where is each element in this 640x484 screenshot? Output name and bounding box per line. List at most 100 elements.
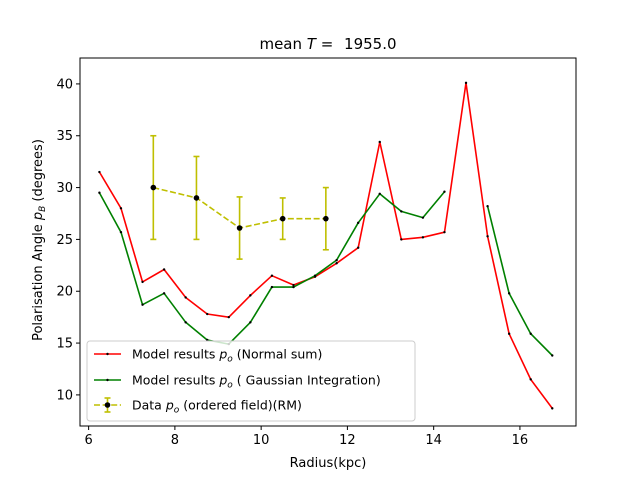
data-point	[378, 192, 381, 195]
data-point	[400, 210, 403, 213]
legend-label-normal-sum: Model results po (Normal sum)	[132, 347, 322, 365]
data-point	[292, 283, 295, 287]
data-point	[443, 230, 446, 234]
x-tick-label: 10	[253, 433, 270, 448]
x-tick-label: 14	[425, 433, 442, 448]
legend-label-normal-sum-suffix: (Normal sum)	[233, 347, 323, 362]
legend-label-normal-sum-symbol: p	[218, 347, 227, 362]
legend-label-gaussian-symbol: p	[218, 373, 227, 388]
legend-label-normal-sum-subscript: o	[227, 355, 233, 365]
legend-label-gaussian-suffix: ( Gaussian Integration)	[233, 373, 381, 388]
series-layer	[98, 81, 554, 410]
chart-title-symbol: T	[307, 35, 318, 53]
data-point	[236, 225, 243, 231]
y-axis-label-unit: (degrees)	[31, 139, 46, 206]
y-tick-label: 25	[56, 233, 73, 248]
data-point	[464, 81, 468, 85]
legend-label-gaussian-text: Model results	[132, 373, 219, 388]
series-gaussian	[98, 190, 554, 357]
legend-label-data-rm-text: Data	[132, 398, 166, 413]
axes-layer: 6 8 10 12 14 16 10 15 20 25 30 35 40	[56, 57, 577, 448]
data-point	[98, 191, 101, 194]
data-point	[400, 238, 403, 241]
plot-area: 6 8 10 12 14 16 10 15 20 25 30 35 40	[56, 57, 577, 448]
data-point	[335, 262, 338, 265]
x-tick-label: 8	[171, 433, 179, 448]
data-point	[150, 184, 157, 191]
data-point	[162, 292, 166, 295]
data-point	[529, 332, 532, 335]
data-point	[249, 294, 252, 297]
data-point	[270, 274, 274, 277]
data-point	[356, 221, 360, 225]
data-point	[270, 285, 274, 289]
chart-title-equals: =	[316, 35, 338, 53]
data-point	[98, 170, 101, 174]
data-point	[356, 246, 360, 249]
legend: Model results po (Normal sum)Model resul…	[86, 340, 416, 422]
y-tick-label: 30	[56, 181, 73, 196]
legend-label-gaussian-subscript: o	[227, 381, 233, 391]
legend-marker	[104, 402, 111, 408]
data-point	[421, 216, 425, 219]
data-point	[507, 292, 511, 295]
y-axis-label: Polarisation Angle pB (degrees)	[31, 139, 48, 341]
data-point	[249, 321, 252, 324]
data-point	[119, 207, 123, 210]
data-point	[421, 236, 425, 239]
x-axis-label: Radius(kpc)	[290, 456, 367, 471]
legend-label-data-rm-subscript: o	[174, 406, 180, 416]
y-tick-label: 20	[56, 285, 73, 300]
legend-frame	[86, 340, 416, 422]
data-point	[335, 258, 338, 262]
data-point	[323, 215, 329, 222]
data-point	[292, 285, 295, 289]
x-tick-label: 6	[84, 433, 92, 448]
legend-label-data-rm-symbol: p	[165, 398, 174, 413]
data-point	[486, 235, 489, 238]
legend-marker	[106, 378, 109, 382]
chart-title-value: 1955.0	[344, 35, 397, 53]
data-point	[378, 140, 381, 144]
data-point	[184, 296, 187, 299]
data-point	[119, 230, 123, 234]
axes-frame	[79, 57, 577, 427]
chart-title-prefix: mean	[259, 35, 306, 53]
data-point	[162, 268, 166, 271]
data-point	[443, 190, 446, 193]
data-point	[486, 205, 489, 208]
legend-label-data-rm: Data po (ordered field)(RM)	[132, 398, 302, 416]
data-point	[313, 274, 317, 277]
data-point	[507, 332, 511, 335]
series-data-rm	[150, 134, 329, 260]
data-point	[279, 215, 286, 222]
y-axis-label-symbol: p	[31, 212, 46, 221]
legend-marker	[106, 352, 109, 356]
data-point	[227, 315, 230, 319]
y-tick-label: 35	[56, 129, 73, 144]
x-tick-label: 16	[512, 433, 529, 448]
series-normal-sum	[98, 81, 554, 410]
data-point	[206, 312, 209, 316]
legend-label-gaussian: Model results po ( Gaussian Integration)	[132, 373, 381, 391]
series-normal-sum-line	[98, 82, 553, 409]
legend-label-data-rm-suffix: (ordered field)(RM)	[179, 398, 302, 413]
legend-entries: Model results po (Normal sum)Model resul…	[94, 347, 381, 416]
data-point	[529, 378, 532, 381]
data-point	[193, 195, 200, 201]
data-point	[141, 280, 144, 284]
legend-label-normal-sum-text: Model results	[132, 347, 219, 362]
chart-title: mean T = 1955.0	[259, 35, 396, 53]
data-point	[141, 303, 144, 306]
series-gaussian-line-2	[486, 206, 553, 357]
data-point	[551, 354, 554, 357]
x-tick-label: 12	[339, 433, 356, 448]
y-tick-label: 15	[56, 337, 73, 352]
data-point	[551, 407, 554, 410]
y-tick-label: 10	[56, 388, 73, 403]
y-tick-label: 40	[56, 77, 73, 92]
y-axis-label-subscript: B	[38, 206, 48, 212]
y-axis-label-text: Polarisation Angle	[31, 220, 46, 341]
